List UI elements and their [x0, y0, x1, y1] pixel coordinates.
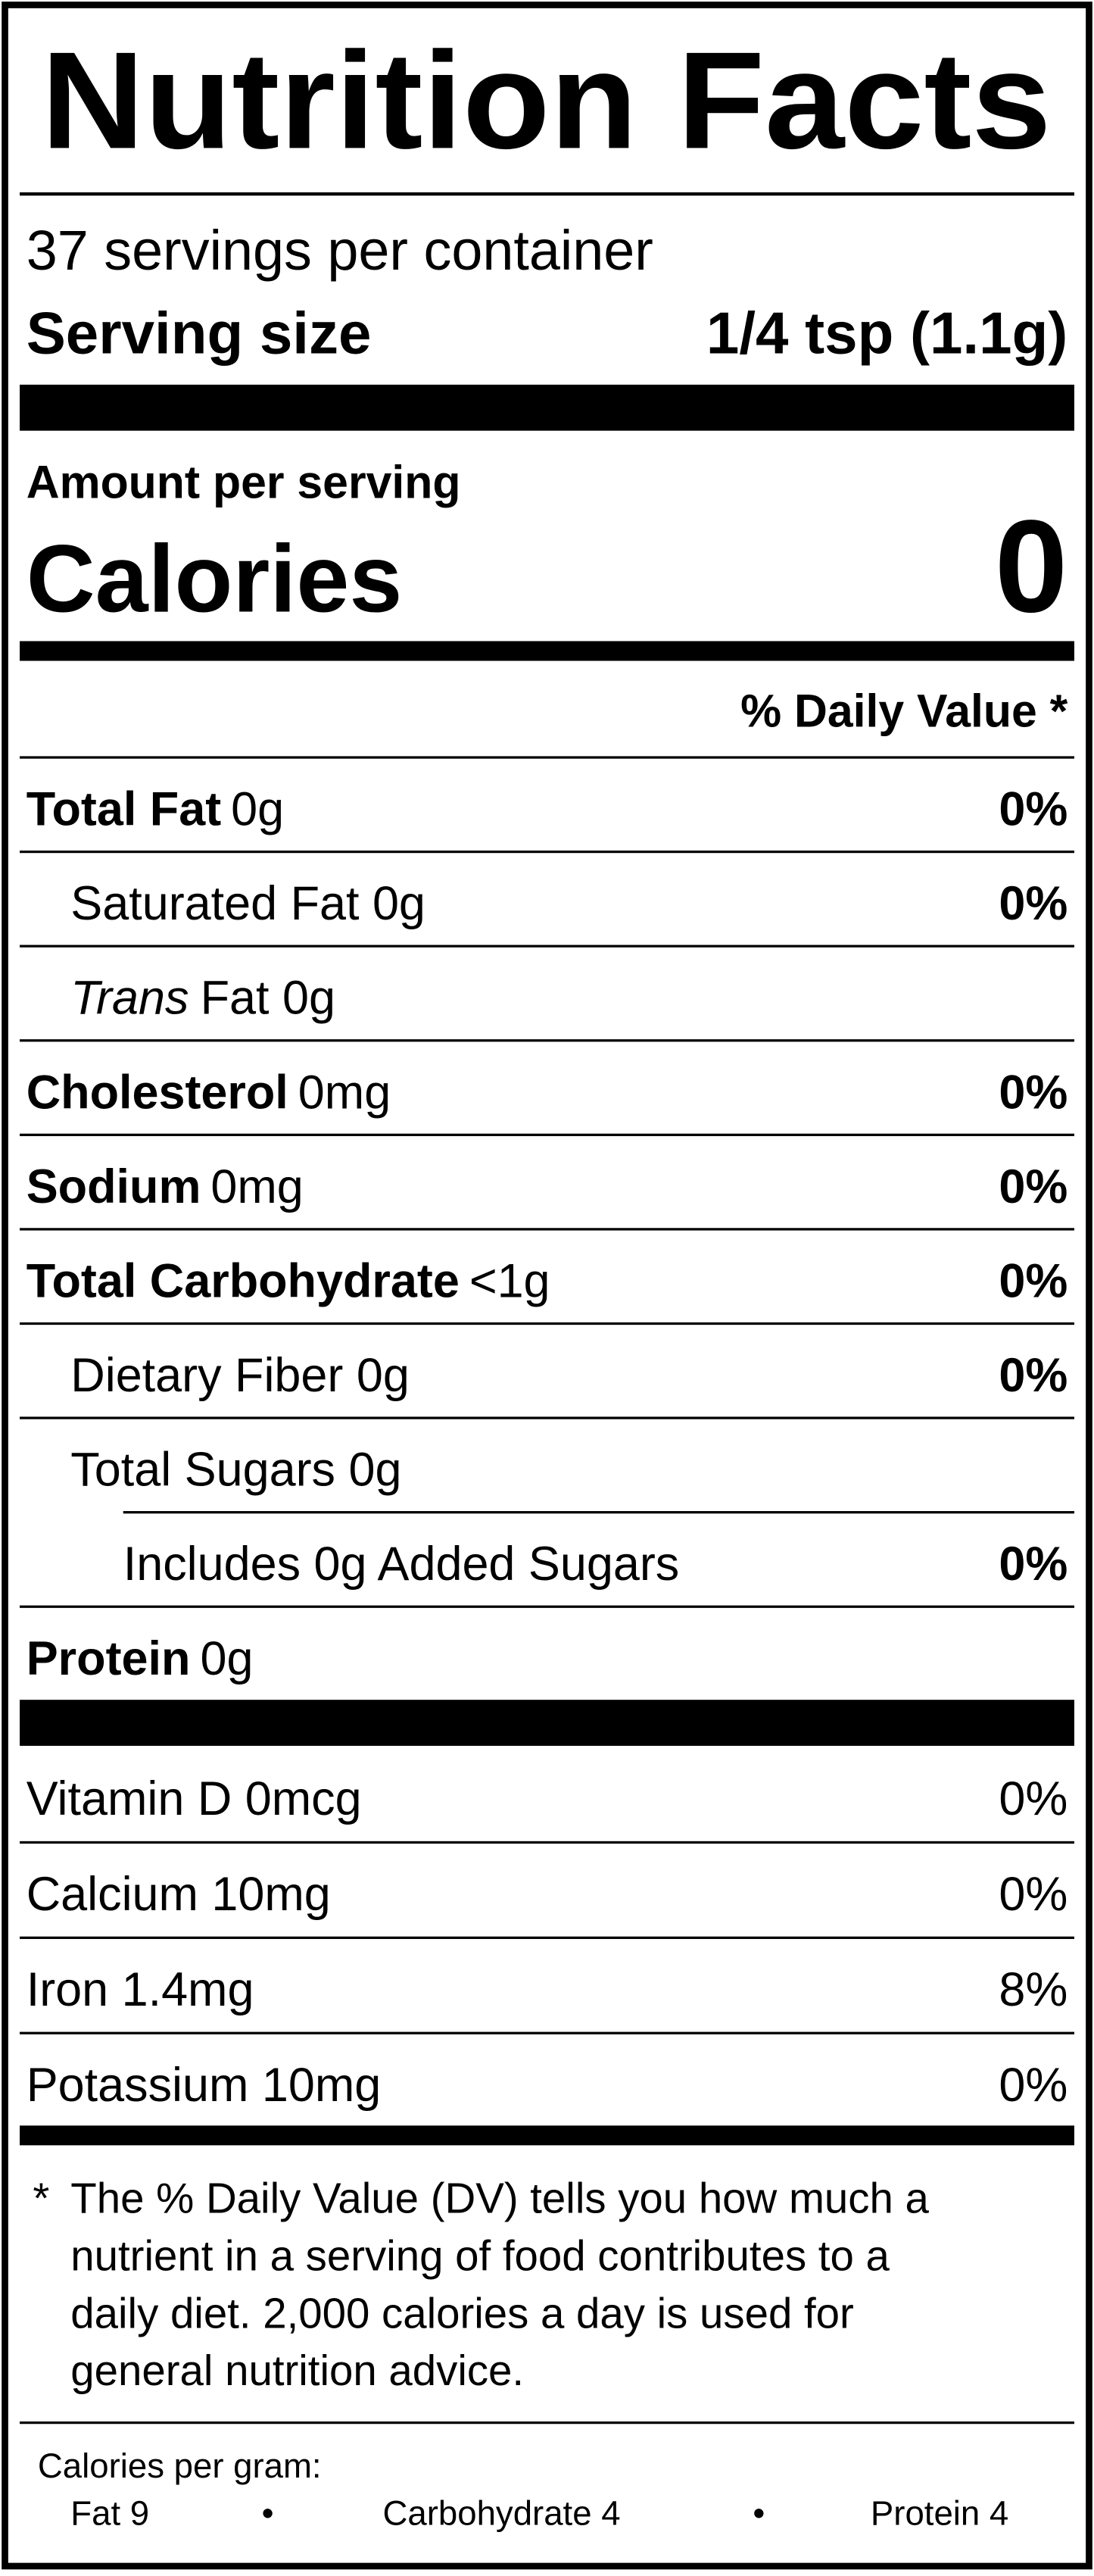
title: Nutrition Facts — [41, 23, 1051, 177]
vitamin-name: Calcium 10mg — [26, 1868, 331, 1921]
calories-per-gram-item: Fat 9 — [70, 2494, 149, 2533]
vitamin-dv: 0% — [999, 1868, 1068, 1921]
servings: 37 servings per container — [26, 219, 653, 282]
nutrient-rows: Total Fat 0g 0%Saturated Fat 0g 0%Trans Fat … — [20, 756, 1074, 2533]
divider — [20, 1133, 1074, 1136]
vitamin-dv: 0% — [999, 2059, 1068, 2112]
nutrient-name-text: Fat 0g — [201, 972, 335, 1025]
divider — [20, 2421, 1074, 2425]
nutrient-amount: 0mg — [298, 1066, 391, 1119]
footnote-marker: * — [33, 2174, 49, 2222]
nutrient-amount: 0g — [200, 1632, 253, 1685]
divider — [20, 1039, 1074, 1042]
vitamin-name: Vitamin D 0mcg — [26, 1772, 362, 1825]
nutrient-name-text: Cholesterol — [26, 1066, 288, 1119]
nutrient-dv: 0% — [999, 1538, 1068, 1591]
medium-bar — [20, 641, 1074, 661]
nutrient-name-text: Sodium — [26, 1160, 201, 1213]
nutrient-name-text: Saturated Fat 0g — [70, 877, 425, 930]
divider — [20, 2031, 1074, 2034]
divider — [20, 1841, 1074, 1844]
nutrient-name: Total Carbohydrate <1g — [26, 1254, 550, 1307]
divider — [20, 850, 1074, 854]
nutrient-dv: 0% — [999, 1160, 1068, 1213]
divider — [20, 1228, 1074, 1231]
calories-per-gram-item: Carbohydrate 4 — [383, 2494, 621, 2533]
nutrient-dv: 0% — [999, 783, 1068, 836]
nutrient-name-text: Total Carbohydrate — [26, 1254, 460, 1307]
amount-per-serving: Amount per serving — [26, 457, 461, 508]
nutrient-dv: 0% — [999, 877, 1068, 930]
footnote-line: daily diet. 2,000 calories a day is used… — [70, 2289, 854, 2337]
nutrient-name: Protein 0g — [26, 1632, 254, 1685]
vitamin-name: Potassium 10mg — [26, 2059, 382, 2112]
nutrient-name: Cholesterol 0mg — [26, 1066, 391, 1119]
footnote-line: general nutrition advice. — [70, 2347, 524, 2394]
footnote-line: The % Daily Value (DV) tells you how muc… — [70, 2174, 929, 2222]
divider — [20, 1936, 1074, 1939]
nutrient-name: Saturated Fat 0g — [70, 877, 425, 930]
nutrient-name: Includes 0g Added Sugars — [123, 1538, 680, 1591]
divider — [20, 1605, 1074, 1608]
calories-per-gram-item: Protein 4 — [871, 2494, 1008, 2533]
vitamin-dv: 8% — [999, 1963, 1068, 2016]
nutrient-amount: 0g — [231, 783, 284, 836]
nutrient-name: Dietary Fiber 0g — [70, 1349, 410, 1402]
nutrient-name-text: Total Fat — [26, 783, 221, 836]
nutrient-name-text: Protein — [26, 1632, 191, 1685]
divider — [20, 192, 1074, 196]
divider — [20, 756, 1074, 759]
nutrient-dv: 0% — [999, 1254, 1068, 1307]
daily-value-header: % Daily Value * — [740, 685, 1068, 736]
nutrient-name-text: Dietary Fiber 0g — [70, 1349, 410, 1402]
calories-per-gram-label: Calories per gram: — [38, 2446, 322, 2485]
nutrient-amount: 0mg — [210, 1160, 303, 1213]
divider — [20, 1416, 1074, 1419]
nutrient-dv: 0% — [999, 1349, 1068, 1402]
footnote-line: nutrient in a serving of food contribute… — [70, 2231, 890, 2279]
divider — [20, 1322, 1074, 1325]
thick-bar — [20, 384, 1074, 431]
serving-size-label: Serving size — [26, 300, 372, 367]
nutrient-name: Sodium 0mg — [26, 1160, 304, 1213]
serving-size-value: 1/4 tsp (1.1g) — [706, 300, 1068, 367]
nutrient-dv: 0% — [999, 1066, 1068, 1119]
nutrient-amount: <1g — [469, 1254, 550, 1307]
nutrient-italic: Trans — [70, 972, 189, 1025]
nutrient-name: Trans Fat 0g — [70, 972, 335, 1025]
calories-value: 0 — [995, 492, 1068, 639]
divider — [123, 1511, 1074, 1514]
vitamin-dv: 0% — [999, 1772, 1068, 1825]
divider — [20, 945, 1074, 948]
nutrient-name: Total Fat 0g — [26, 783, 284, 836]
vitamin-name: Iron 1.4mg — [26, 1963, 254, 2016]
thick-bar — [20, 1700, 1074, 1746]
separator: • — [262, 2494, 274, 2533]
calories-label: Calories — [26, 525, 403, 632]
medium-bar — [20, 2125, 1074, 2146]
nutrient-name-text: Includes 0g Added Sugars — [123, 1538, 680, 1591]
separator: • — [753, 2494, 765, 2533]
nutrient-name-text: Total Sugars 0g — [70, 1444, 401, 1497]
nutrient-name: Total Sugars 0g — [70, 1444, 401, 1497]
